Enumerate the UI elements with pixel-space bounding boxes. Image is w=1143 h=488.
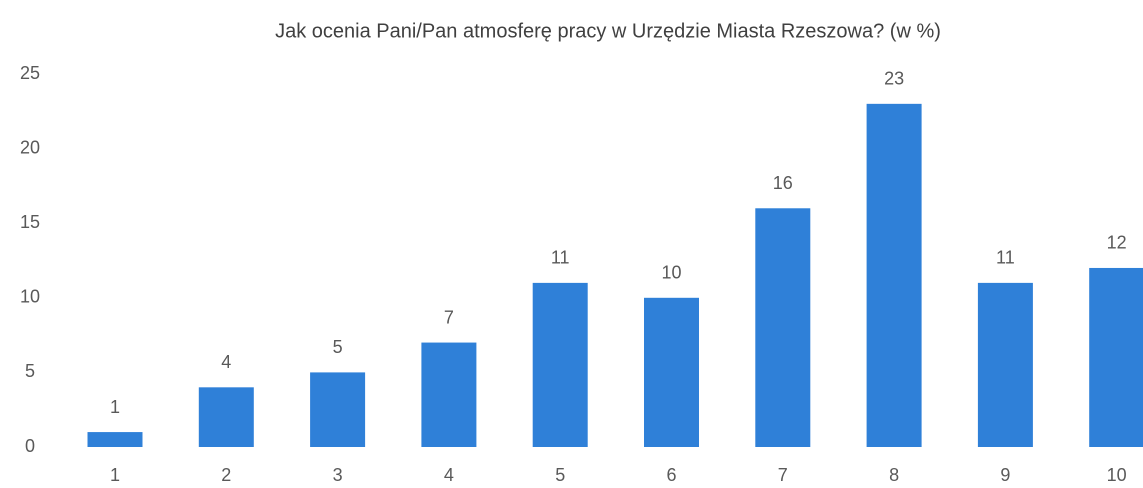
bar — [644, 297, 699, 447]
bar — [310, 372, 366, 447]
y-tick-label: 20 — [20, 137, 40, 157]
bar — [421, 342, 477, 447]
bar — [977, 282, 1033, 447]
y-tick-label: 0 — [25, 436, 35, 456]
x-tick-label: 6 — [666, 465, 676, 485]
data-label: 5 — [333, 337, 343, 357]
bar — [198, 387, 254, 447]
y-tick-label: 5 — [25, 361, 35, 381]
x-tick-label: 1 — [110, 465, 120, 485]
data-label: 23 — [884, 69, 904, 89]
chart-title: Jak ocenia Pani/Pan atmosferę pracy w Ur… — [275, 20, 941, 42]
bar — [1089, 267, 1143, 447]
x-tick-label: 10 — [1107, 465, 1127, 485]
y-tick-label: 25 — [20, 63, 40, 83]
data-label: 11 — [996, 248, 1015, 268]
data-label: 16 — [773, 173, 793, 193]
x-tick-label: 4 — [444, 465, 454, 485]
x-tick-label: 8 — [889, 465, 899, 485]
data-label: 1 — [110, 397, 120, 417]
y-tick-label: 10 — [20, 287, 40, 307]
bar — [532, 282, 588, 447]
data-label: 10 — [661, 263, 681, 283]
x-tick-label: 7 — [778, 465, 788, 485]
x-tick-label: 9 — [1000, 465, 1010, 485]
data-label: 7 — [444, 307, 454, 327]
y-tick-label: 15 — [20, 212, 40, 232]
data-label: 11 — [551, 248, 570, 268]
x-tick-label: 3 — [333, 465, 343, 485]
data-label: 12 — [1107, 233, 1127, 253]
x-tick-label: 2 — [221, 465, 231, 485]
bar — [866, 103, 922, 447]
data-label: 4 — [221, 352, 231, 372]
bar — [87, 432, 143, 447]
x-tick-label: 5 — [555, 465, 565, 485]
bar — [755, 208, 811, 447]
